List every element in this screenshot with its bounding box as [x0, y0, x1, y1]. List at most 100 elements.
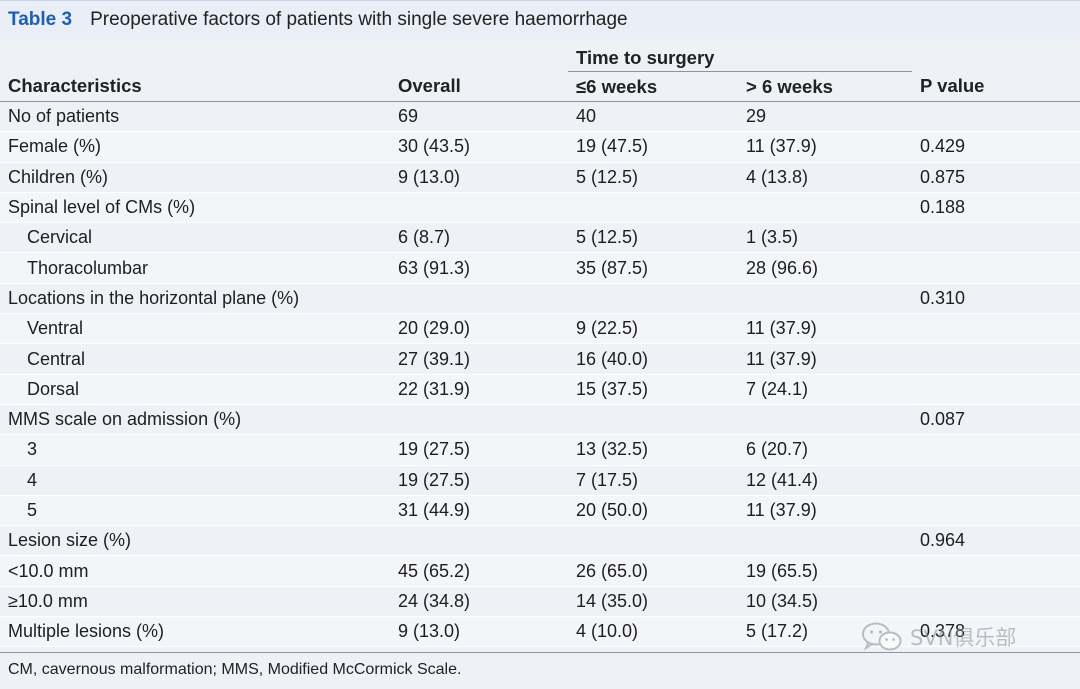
- cell-gt6-weeks: 11 (37.9): [738, 343, 913, 375]
- table-row: <10.0 mm 45 (65.2) 26 (65.0) 19 (65.5): [0, 555, 1080, 587]
- table-row: MMS scale on admission (%) 0.087: [0, 404, 1080, 436]
- cell-le6-weeks: 35 (87.5): [568, 252, 738, 284]
- row-label: Lesion size (%): [0, 525, 390, 557]
- cell-overall: 6 (8.7): [390, 222, 568, 254]
- table-row: Children (%) 9 (13.0) 5 (12.5) 4 (13.8) 0.87…: [0, 162, 1080, 193]
- cell-overall: 69: [390, 101, 568, 133]
- row-label: ≥10.0 mm: [0, 586, 390, 618]
- row-label: MMS scale on admission (%): [0, 404, 390, 436]
- row-label: Central: [0, 343, 390, 375]
- row-label: Ventral: [0, 313, 390, 345]
- row-label: Locations in the horizontal plane (%): [0, 283, 390, 315]
- table-number: Table 3: [8, 9, 73, 30]
- cell-p-value: [912, 555, 1080, 587]
- header-spacer: [912, 39, 1080, 72]
- table-row: 5 31 (44.9) 20 (50.0) 11 (37.9): [0, 495, 1080, 527]
- cell-le6-weeks: 5 (12.5): [568, 222, 738, 254]
- cell-p-value: [912, 586, 1080, 618]
- cell-overall: [390, 283, 568, 315]
- cell-gt6-weeks: 10 (34.5): [738, 586, 913, 618]
- cell-le6-weeks: 14 (35.0): [568, 586, 738, 618]
- cell-p-value: 0.188: [912, 192, 1080, 224]
- cell-gt6-weeks: 11 (37.9): [738, 495, 913, 527]
- cell-p-value: 0.429: [912, 131, 1080, 163]
- cell-le6-weeks: 9 (22.5): [568, 313, 738, 345]
- cell-gt6-weeks: 5 (17.2): [738, 616, 913, 648]
- cell-gt6-weeks: [738, 404, 913, 436]
- cell-overall: 63 (91.3): [390, 252, 568, 284]
- cell-p-value: [912, 465, 1080, 496]
- cell-overall: 20 (29.0): [390, 313, 568, 345]
- table-footnote: CM, cavernous malformation; MMS, Modifie…: [0, 652, 1080, 686]
- header-spacer: [0, 39, 390, 72]
- cell-p-value: 0.087: [912, 404, 1080, 436]
- cell-le6-weeks: 26 (65.0): [568, 555, 738, 587]
- cell-p-value: [912, 374, 1080, 405]
- cell-overall: [390, 404, 568, 436]
- cell-p-value: [912, 434, 1080, 466]
- cell-p-value: [912, 495, 1080, 527]
- row-label: 4: [0, 465, 390, 496]
- table-body: No of patients 69 40 29 Female (%) 30 (43.5) 1…: [0, 101, 1080, 648]
- cell-le6-weeks: [568, 283, 738, 315]
- cell-overall: 22 (31.9): [390, 374, 568, 405]
- table-row: Ventral 20 (29.0) 9 (22.5) 11 (37.9): [0, 313, 1080, 345]
- table-row: Lesion size (%) 0.964: [0, 525, 1080, 557]
- cell-overall: 9 (13.0): [390, 162, 568, 193]
- cell-gt6-weeks: [738, 192, 913, 224]
- cell-gt6-weeks: 11 (37.9): [738, 313, 913, 345]
- cell-le6-weeks: [568, 192, 738, 224]
- table-caption: Table 3 Preoperative factors of patients…: [0, 0, 1080, 39]
- row-label: 3: [0, 434, 390, 466]
- cell-gt6-weeks: 19 (65.5): [738, 555, 913, 587]
- cell-gt6-weeks: 7 (24.1): [738, 374, 913, 405]
- row-label: 5: [0, 495, 390, 527]
- row-label: Thoracolumbar: [0, 252, 390, 284]
- cell-p-value: 0.875: [912, 162, 1080, 193]
- header-group-time-to-surgery: Time to surgery: [568, 39, 913, 72]
- table-title: Preoperative factors of patients with si…: [90, 9, 628, 30]
- cell-le6-weeks: 16 (40.0): [568, 343, 738, 375]
- cell-overall: 24 (34.8): [390, 586, 568, 618]
- cell-overall: 19 (27.5): [390, 465, 568, 496]
- table-row: Central 27 (39.1) 16 (40.0) 11 (37.9): [0, 343, 1080, 375]
- cell-le6-weeks: [568, 404, 738, 436]
- cell-gt6-weeks: 28 (96.6): [738, 252, 913, 284]
- cell-overall: [390, 192, 568, 224]
- header-le6-weeks: ≤6 weeks: [568, 71, 738, 102]
- cell-overall: 31 (44.9): [390, 495, 568, 527]
- row-label: Cervical: [0, 222, 390, 254]
- table-row: 3 19 (27.5) 13 (32.5) 6 (20.7): [0, 434, 1080, 466]
- cell-p-value: [912, 252, 1080, 284]
- table-row: Female (%) 30 (43.5) 19 (47.5) 11 (37.9) 0.4…: [0, 131, 1080, 163]
- cell-gt6-weeks: [738, 283, 913, 315]
- cell-gt6-weeks: [738, 525, 913, 557]
- header-gt6-weeks: > 6 weeks: [738, 71, 913, 102]
- cell-gt6-weeks: 4 (13.8): [738, 162, 913, 193]
- cell-p-value: 0.310: [912, 283, 1080, 315]
- cell-gt6-weeks: 29: [738, 101, 913, 133]
- cell-le6-weeks: [568, 525, 738, 557]
- table-row: 4 19 (27.5) 7 (17.5) 12 (41.4): [0, 465, 1080, 496]
- cell-p-value: 0.964: [912, 525, 1080, 557]
- cell-le6-weeks: 4 (10.0): [568, 616, 738, 648]
- table-header: Time to surgery Characteristics Overall …: [0, 39, 1080, 102]
- cell-gt6-weeks: 11 (37.9): [738, 131, 913, 163]
- cell-p-value: [912, 343, 1080, 375]
- table-row: Spinal level of CMs (%) 0.188: [0, 192, 1080, 224]
- cell-le6-weeks: 40: [568, 101, 738, 133]
- cell-le6-weeks: 5 (12.5): [568, 162, 738, 193]
- table-row: ≥10.0 mm 24 (34.8) 14 (35.0) 10 (34.5): [0, 586, 1080, 618]
- row-label: Multiple lesions (%): [0, 616, 390, 648]
- header-overall: Overall: [390, 71, 568, 102]
- row-label: Spinal level of CMs (%): [0, 192, 390, 224]
- cell-p-value: 0.378: [912, 616, 1080, 648]
- cell-gt6-weeks: 6 (20.7): [738, 434, 913, 466]
- data-table: Time to surgery Characteristics Overall …: [0, 39, 1080, 648]
- header-spacer: [390, 39, 568, 72]
- cell-le6-weeks: 15 (37.5): [568, 374, 738, 405]
- header-p-value: P value: [912, 71, 1080, 102]
- cell-le6-weeks: 19 (47.5): [568, 131, 738, 163]
- cell-overall: 45 (65.2): [390, 555, 568, 587]
